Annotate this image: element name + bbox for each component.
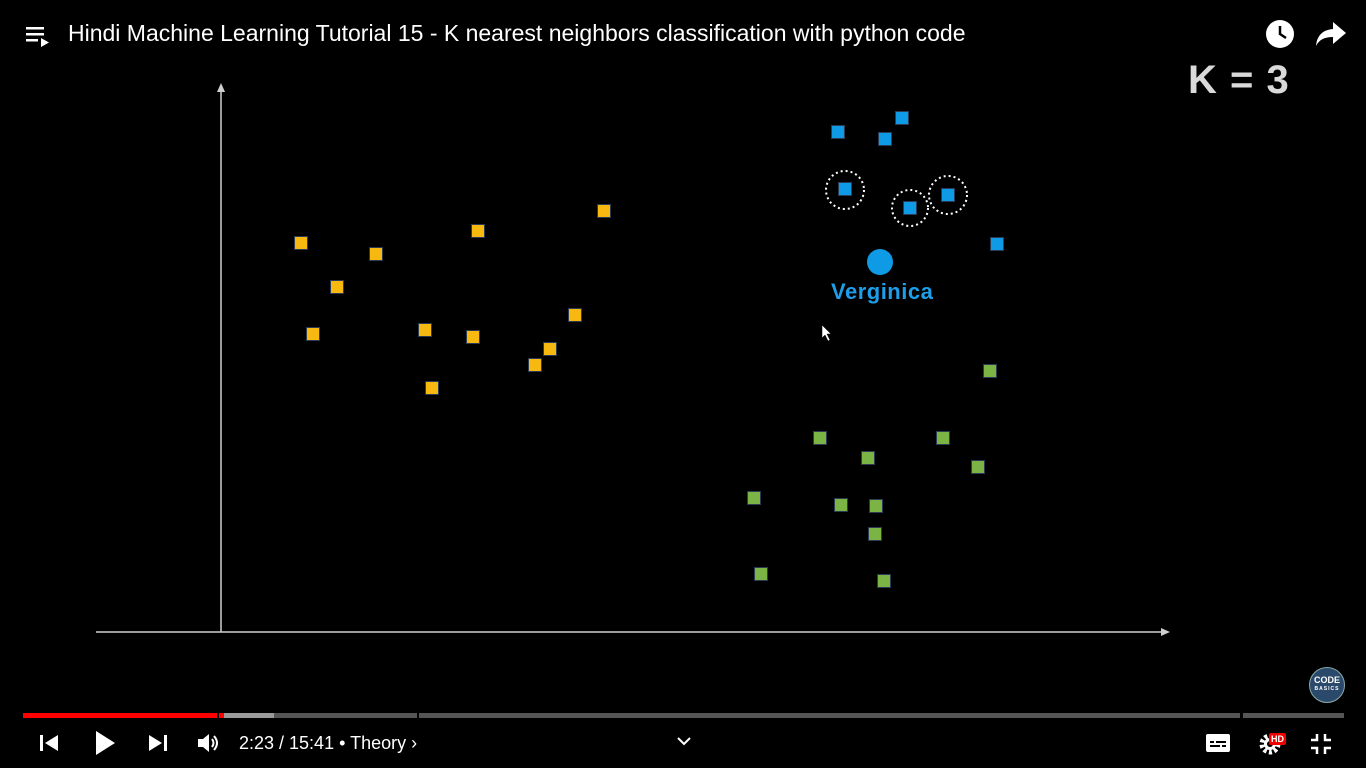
data-point-blue bbox=[838, 182, 852, 196]
play-icon[interactable] bbox=[90, 728, 120, 758]
data-point-yellow bbox=[471, 224, 485, 238]
neighbor-circle bbox=[928, 175, 968, 215]
class-green-points bbox=[747, 364, 997, 588]
time-current-duration: 2:23 / 15:41 bbox=[239, 733, 335, 753]
mouse-cursor-icon bbox=[821, 324, 832, 342]
data-point-yellow bbox=[369, 247, 383, 261]
data-point-blue bbox=[941, 188, 955, 202]
data-point-blue bbox=[903, 201, 917, 215]
neighbor-circle bbox=[825, 170, 865, 210]
predicted-class-label: Verginica bbox=[831, 279, 934, 304]
data-point-blue bbox=[895, 111, 909, 125]
exit-fullscreen-icon[interactable] bbox=[1307, 730, 1335, 758]
data-point-yellow bbox=[568, 308, 582, 322]
data-point-blue bbox=[990, 237, 1004, 251]
time-display: 2:23 / 15:41 • Theory › bbox=[239, 733, 417, 754]
data-point-green bbox=[971, 460, 985, 474]
logo-text: CODE bbox=[1313, 675, 1340, 685]
data-point-green bbox=[747, 491, 761, 505]
data-point-green bbox=[868, 527, 882, 541]
progress-track bbox=[23, 713, 1344, 718]
data-point-green bbox=[877, 574, 891, 588]
data-point-blue bbox=[878, 132, 892, 146]
chevron-down-icon[interactable] bbox=[674, 731, 694, 751]
progress-bar[interactable] bbox=[23, 713, 1344, 718]
data-point-green bbox=[869, 499, 883, 513]
chapter-divider bbox=[417, 713, 419, 718]
data-point-yellow bbox=[294, 236, 308, 250]
neighbor-circle bbox=[891, 189, 929, 227]
clock-icon[interactable] bbox=[1264, 18, 1296, 50]
data-point-yellow bbox=[597, 204, 611, 218]
data-point-green bbox=[936, 431, 950, 445]
chapter-divider bbox=[217, 713, 219, 718]
data-point-yellow bbox=[418, 323, 432, 337]
volume-icon[interactable] bbox=[195, 730, 223, 756]
data-point-yellow bbox=[466, 330, 480, 344]
data-point-yellow bbox=[543, 342, 557, 356]
progress-played bbox=[23, 713, 224, 718]
channel-logo[interactable]: CODE BASICS bbox=[1309, 667, 1345, 703]
data-point-blue bbox=[831, 125, 845, 139]
playlist-icon[interactable] bbox=[24, 24, 52, 48]
k-value-label: K = 3 bbox=[1188, 58, 1290, 102]
data-point-green bbox=[983, 364, 997, 378]
logo-subtext: BASICS bbox=[1314, 686, 1340, 692]
data-point-yellow bbox=[306, 327, 320, 341]
chapter-title[interactable]: • Theory › bbox=[339, 733, 418, 753]
skip-previous-icon[interactable] bbox=[36, 730, 62, 756]
data-point-green bbox=[861, 451, 875, 465]
data-point-green bbox=[813, 431, 827, 445]
data-point-yellow bbox=[330, 280, 344, 294]
share-icon[interactable] bbox=[1314, 18, 1348, 50]
captions-icon[interactable] bbox=[1204, 730, 1232, 756]
data-point-yellow bbox=[425, 381, 439, 395]
x-axis-arrow bbox=[1161, 628, 1170, 636]
class-yellow-points bbox=[294, 204, 611, 395]
chapter-divider bbox=[1240, 713, 1243, 718]
data-point-green bbox=[754, 567, 768, 581]
y-axis-arrow bbox=[217, 83, 225, 92]
hd-badge: HD bbox=[1269, 733, 1286, 745]
data-point-green bbox=[834, 498, 848, 512]
new-point bbox=[867, 249, 893, 275]
class-blue-points bbox=[831, 111, 1004, 251]
data-point-yellow bbox=[528, 358, 542, 372]
video-title[interactable]: Hindi Machine Learning Tutorial 15 - K n… bbox=[68, 20, 966, 46]
skip-next-icon[interactable] bbox=[145, 730, 171, 756]
